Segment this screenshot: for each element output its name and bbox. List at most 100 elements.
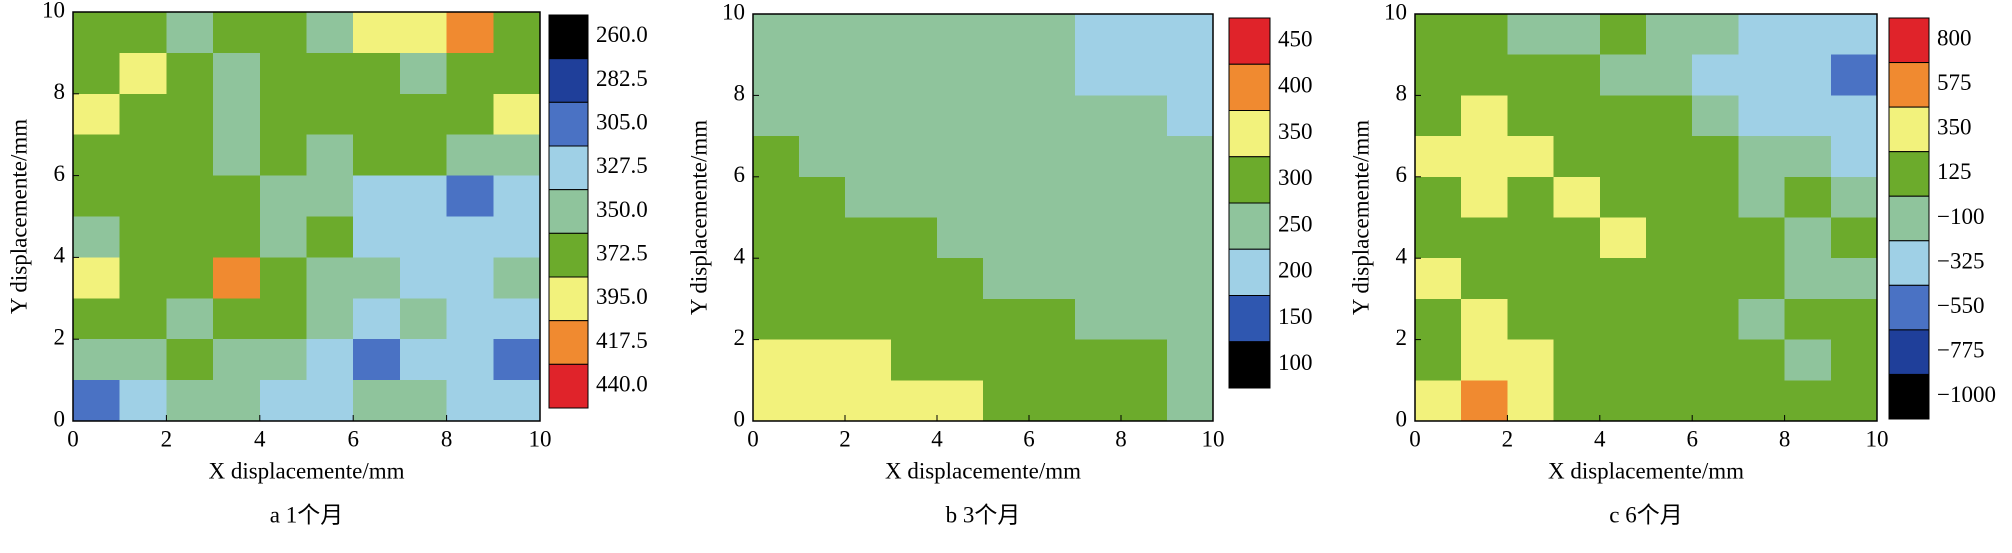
contour-cell — [983, 176, 1030, 218]
x-tick-label: 4 — [931, 426, 943, 451]
y-tick-label: 4 — [1396, 243, 1408, 268]
colorbar-box — [1888, 151, 1930, 197]
colorbar-box — [1888, 240, 1930, 286]
contour-cell — [983, 14, 1030, 56]
contour-cell — [1167, 14, 1214, 56]
contour-cell — [1075, 298, 1122, 341]
contour-cell — [259, 93, 307, 136]
contour-cell — [891, 217, 938, 259]
contour-cell — [1507, 298, 1555, 341]
contour-cell — [1830, 95, 1878, 137]
contour-cell — [353, 175, 401, 217]
x-axis-title: X displacemente/mm — [208, 458, 404, 483]
contour-cell — [799, 298, 846, 341]
contour-cell — [983, 54, 1030, 96]
contour-cell — [1507, 54, 1555, 96]
contour-cell — [1830, 217, 1878, 259]
contour-cell — [353, 52, 401, 95]
x-tick-label: 6 — [347, 426, 359, 451]
contour-cell — [259, 298, 307, 340]
contour-cell — [1784, 136, 1832, 178]
contour-cell — [1599, 14, 1647, 56]
contour-cell — [1075, 136, 1122, 178]
x-tick-label: 0 — [67, 426, 79, 451]
contour-cell — [1415, 380, 1462, 422]
contour-cell — [493, 257, 541, 299]
colorbar-box — [1228, 295, 1271, 343]
contour-cell — [1121, 14, 1168, 56]
contour-cell — [1461, 136, 1508, 178]
contour-cell — [353, 216, 401, 258]
contour-cell — [306, 134, 354, 177]
colorbar-box — [548, 320, 589, 365]
contour-cell — [1121, 217, 1168, 259]
contour-cell — [845, 176, 892, 218]
contour-cell — [1167, 176, 1214, 218]
colorbar-label: −100 — [1937, 204, 1984, 229]
contour-cell — [1830, 14, 1878, 56]
contour-cell — [1461, 217, 1508, 259]
contour-cell — [353, 380, 401, 422]
contour-cell — [1507, 380, 1555, 422]
caption: b 3个月 — [946, 502, 1021, 527]
contour-cell — [845, 95, 892, 137]
contour-cell — [493, 380, 541, 422]
contour-cell — [399, 257, 448, 299]
y-tick-label: 6 — [1396, 162, 1408, 187]
colorbar-box — [548, 145, 589, 191]
contour-cell — [845, 258, 892, 300]
colorbar-box — [1228, 63, 1271, 111]
contour-cell — [166, 339, 214, 381]
contour-cell — [259, 12, 307, 54]
plot-frame — [752, 13, 1214, 422]
contour-cell — [1599, 176, 1647, 218]
contour-cell — [73, 380, 121, 422]
contour-cell — [73, 12, 121, 54]
contour-cell — [1738, 339, 1786, 381]
colorbar-box — [548, 232, 589, 278]
contour-cell — [1646, 217, 1693, 259]
contour-cell — [1075, 54, 1122, 96]
colorbar-box — [1888, 329, 1930, 375]
contour-cell — [306, 380, 354, 422]
contour-cell — [753, 14, 800, 56]
contour-cell — [493, 339, 541, 381]
contour-cell — [1075, 339, 1122, 381]
contour-cell — [1121, 95, 1168, 137]
contour-cell — [845, 217, 892, 259]
contour-cell — [306, 298, 354, 340]
contour-cell — [73, 298, 121, 340]
contour-cell — [799, 14, 846, 56]
contour-cell — [1461, 95, 1508, 137]
contour-cell — [493, 216, 541, 258]
contour-cell — [799, 54, 846, 96]
contour-cell — [399, 339, 448, 381]
contour-cell — [1507, 258, 1555, 300]
contour-cell — [1553, 176, 1601, 218]
contour-cell — [213, 12, 261, 54]
contour-cell — [1784, 298, 1832, 341]
contour-cell — [213, 298, 261, 340]
contour-cell — [1784, 380, 1832, 422]
contour-cell — [1830, 176, 1878, 218]
contour-cell — [1415, 217, 1462, 259]
contour-cell — [259, 52, 307, 95]
contour-cell — [1167, 95, 1214, 137]
colorbar-box — [1888, 195, 1930, 242]
contour-cell — [1738, 54, 1786, 96]
contour-cell — [799, 258, 846, 300]
contour-cell — [1507, 136, 1555, 178]
contour-cell — [1121, 339, 1168, 381]
colorbar-box — [548, 276, 589, 322]
contour-cell — [983, 136, 1030, 178]
contour-cell — [1461, 380, 1508, 422]
contour-cell — [166, 93, 214, 136]
contour-cell — [983, 217, 1030, 259]
colorbar-label: 200 — [1278, 258, 1313, 283]
contour-cell — [1553, 380, 1601, 422]
colorbar-label: 440.0 — [596, 371, 648, 396]
colorbar-box — [1228, 341, 1271, 389]
contour-cell — [119, 93, 167, 136]
contour-cell — [1121, 54, 1168, 96]
contour-cell — [399, 52, 448, 95]
